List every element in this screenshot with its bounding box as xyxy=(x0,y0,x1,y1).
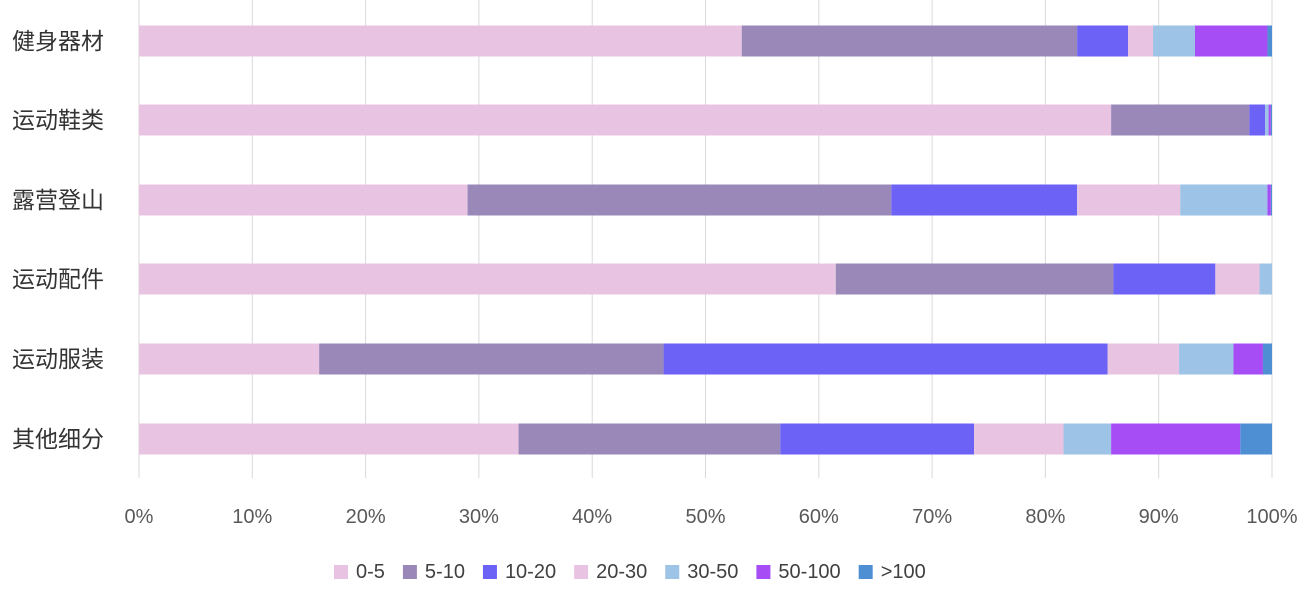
bar-segment xyxy=(139,423,519,455)
bar-segment xyxy=(1259,263,1272,295)
bar-segment xyxy=(1153,25,1195,57)
bar-segment xyxy=(1063,423,1112,455)
bar-segment xyxy=(139,343,320,375)
bar-segment xyxy=(663,343,1108,375)
bar-segment xyxy=(467,184,892,216)
category-label: 健身器材 xyxy=(12,29,104,55)
bar-segment xyxy=(1268,104,1271,136)
legend-label: 5-10 xyxy=(425,561,465,583)
bar-segment xyxy=(891,184,1078,216)
bar-segment xyxy=(1233,343,1263,375)
bar-segment xyxy=(319,343,664,375)
bar-segment xyxy=(1107,343,1180,375)
legend-label: 0-5 xyxy=(356,561,385,583)
x-tick-label: 40% xyxy=(572,506,612,528)
bar-segment xyxy=(139,263,836,295)
bar-segment xyxy=(1194,25,1268,57)
bar-segment xyxy=(1111,423,1241,455)
bar-segment xyxy=(139,184,468,216)
bar-segment xyxy=(1265,104,1269,136)
bar-segment xyxy=(1180,184,1268,216)
x-tick-labels: 0% 10% 20% 30% 40% 50% 60% 70% 80% 90% 100% xyxy=(125,506,1298,528)
category-label: 运动配件 xyxy=(12,267,104,293)
gridlines xyxy=(138,0,1273,478)
bar-segment xyxy=(1240,423,1272,455)
legend-swatch xyxy=(574,565,589,579)
bar-segment xyxy=(1179,343,1234,375)
x-tick-label: 30% xyxy=(459,506,499,528)
bar-segment xyxy=(974,423,1064,455)
bar-segment xyxy=(1270,184,1272,216)
x-tick-label: 60% xyxy=(799,506,839,528)
x-tick-label: 100% xyxy=(1246,506,1297,528)
bar-segment xyxy=(1113,263,1216,295)
bar-segment xyxy=(1262,343,1272,375)
legend-swatch xyxy=(482,565,497,579)
x-tick-label: 50% xyxy=(685,506,725,528)
bar-segment xyxy=(139,25,742,57)
bar-segment xyxy=(1128,25,1154,57)
legend-label: 50-100 xyxy=(778,561,840,583)
bars xyxy=(139,25,1272,455)
x-tick-label: 70% xyxy=(912,506,952,528)
bar-segment xyxy=(518,423,781,455)
legend-swatch xyxy=(402,565,417,579)
legend-swatch xyxy=(334,565,348,579)
x-tick-label: 10% xyxy=(232,506,272,528)
category-label: 运动鞋类 xyxy=(12,108,104,134)
legend-swatch xyxy=(858,565,873,579)
legend: 0-5 5-10 10-20 20-30 30-50 50-100 >100 xyxy=(334,561,926,583)
bar-segment xyxy=(780,423,975,455)
x-tick-label: 90% xyxy=(1139,506,1179,528)
legend-label: 20-30 xyxy=(596,561,647,583)
legend-swatch xyxy=(756,565,771,579)
legend-swatch xyxy=(665,565,680,579)
legend-label: >100 xyxy=(881,561,926,583)
category-label: 其他细分 xyxy=(12,427,104,453)
bar-segment xyxy=(1215,263,1260,295)
bar-segment xyxy=(1077,25,1129,57)
x-tick-label: 20% xyxy=(346,506,386,528)
legend-label: 30-50 xyxy=(687,561,738,583)
bar-segment xyxy=(1267,25,1272,57)
bar-segment xyxy=(1111,104,1250,136)
bar-segment xyxy=(1267,184,1271,216)
legend-label: 10-20 xyxy=(505,561,556,583)
category-label: 运动服装 xyxy=(12,347,104,373)
bar-segment xyxy=(1077,184,1181,216)
x-tick-label: 0% xyxy=(125,506,154,528)
bar-segment xyxy=(139,104,1112,136)
bar-segment xyxy=(1249,104,1266,136)
bar-segment xyxy=(835,263,1114,295)
bar-segment xyxy=(741,25,1078,57)
x-tick-label: 80% xyxy=(1025,506,1065,528)
category-label: 露营登山 xyxy=(12,188,104,214)
bar-segment xyxy=(1270,104,1272,136)
